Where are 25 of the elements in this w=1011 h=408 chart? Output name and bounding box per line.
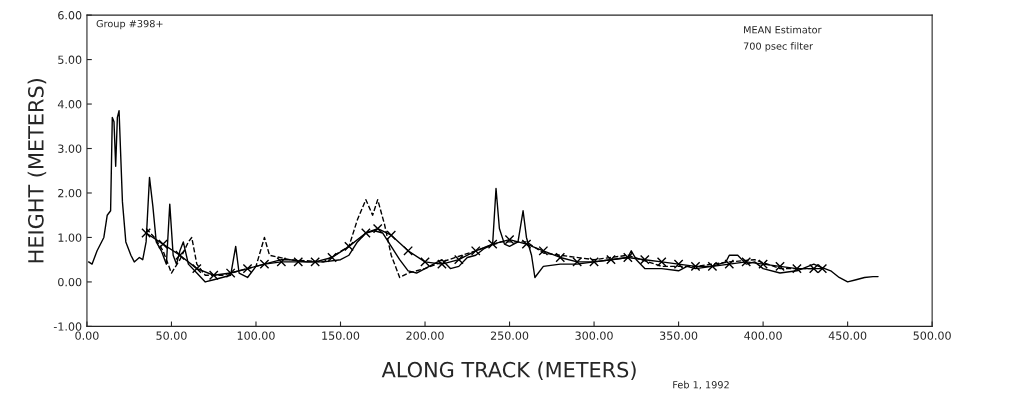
y-tick-label: 2.00 [58, 188, 82, 198]
x-tick-label: 500.00 [913, 331, 951, 340]
annotation: MEAN Estimator [744, 25, 822, 34]
y-tick-label: 1.00 [58, 233, 82, 242]
x-tick-label: 100.00 [237, 331, 275, 340]
y-tick-label: -1.00 [53, 322, 82, 331]
x-tick-label: 400.00 [744, 331, 782, 340]
x-axis-title: ALONG TRACK (METERS) [381, 361, 636, 381]
x-tick-label: 200.00 [406, 331, 444, 340]
x-tick-label: 50.00 [156, 331, 187, 340]
x-tick-label: 150.00 [322, 331, 360, 340]
x-tick-label: 450.00 [828, 331, 867, 340]
y-tick-label: 4.00 [57, 100, 82, 109]
annotation: 700 psec filter [743, 42, 813, 52]
y-tick-label: 5.00 [58, 55, 82, 64]
x-tick-label: 300.00 [575, 331, 613, 340]
annotation: Group #398+ [96, 19, 163, 30]
x-tick-label: 350.00 [659, 331, 698, 340]
y-tick-label: 3.00 [58, 144, 82, 153]
x-tick-label: 0.00 [75, 331, 99, 340]
x-tick-label: 250.00 [490, 331, 529, 340]
text: Feb 1, 1992 [673, 380, 729, 390]
y-tick-label: 0.00 [58, 277, 82, 287]
y-tick-label: 6.00 [58, 11, 82, 20]
y-axis-title: HEIGHT (METERS) [27, 78, 47, 263]
